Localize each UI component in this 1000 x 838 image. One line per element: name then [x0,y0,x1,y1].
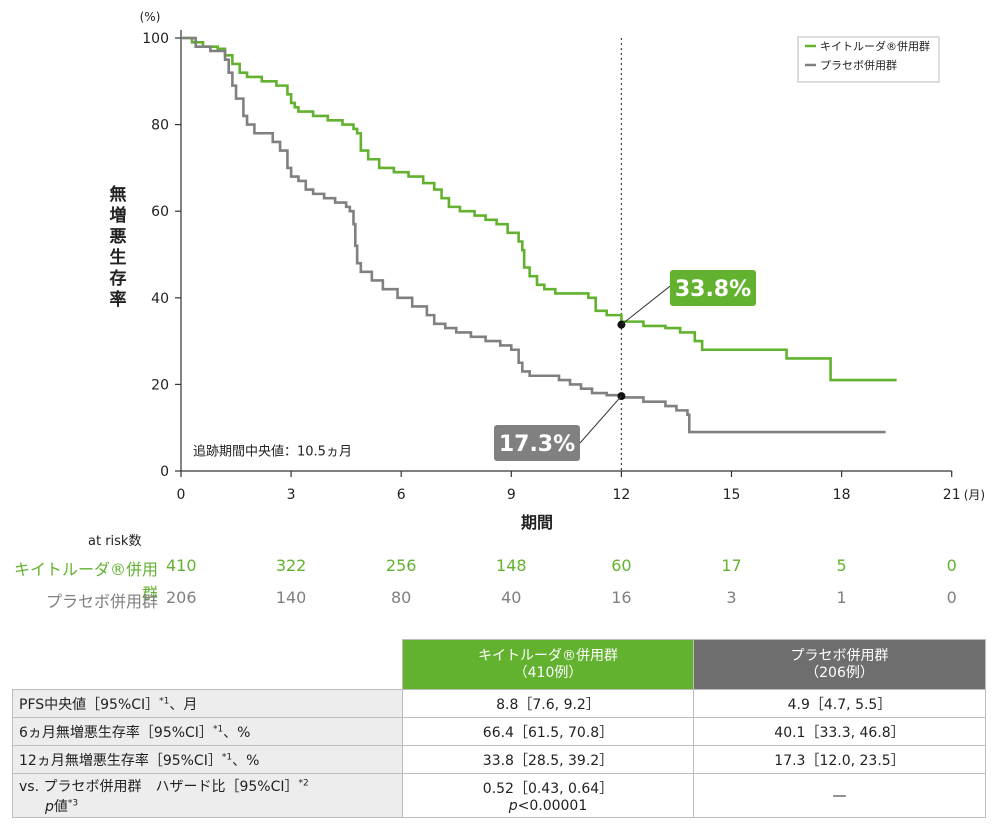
row-label-pfs-median: PFS中央値［95%CI］*1、月 [12,689,403,718]
series-layer [181,36,897,434]
at-risk-count: 256 [385,556,417,575]
at-risk-title: at risk数 [88,534,142,549]
x-axis-title: 期間 [521,513,553,532]
row-label-6m-pfs: 6ヵ月無増悪生存率［95%CI］*1、% [12,717,403,746]
at-risk-count: 80 [391,588,412,607]
x-tick-label: 21 [943,487,961,503]
legend-label-keytruda: キイトルーダ®併用群 [820,39,930,53]
callout-box-keytruda [670,270,756,306]
x-tick-label: 12 [612,487,630,503]
pfs-6m-placebo: 40.1［33.3, 46.8］ [693,717,986,746]
km-curve-keytruda [181,36,897,382]
pfs-12m-keytruda: 33.8［28.5, 39.2］ [402,745,694,774]
x-tick-label: 15 [723,487,741,503]
km-curve-placebo [181,36,886,434]
x-tick-label: 6 [397,487,406,503]
y-tick-label: 80 [151,118,169,134]
results-header-keytruda: キイトルーダ®併用群 （410例） [402,639,694,690]
at-risk-count: 60 [611,556,632,575]
x-unit-label: (月) [964,488,985,502]
x-tick-label: 9 [507,487,516,503]
results-header-empty [12,639,403,690]
km-chart: 0 20 40 60 80 100 (%) 0 3 6 9 12 15 18 21 (月) 期間 無増悪生存率追跡… [110,10,986,532]
chart-axes: 0 20 40 60 80 100 (%) 0 3 6 9 12 15 18 21 (月) 期間 無増悪生存率追跡… [110,10,986,532]
x-tick-label: 18 [833,487,851,503]
callout-leader-keytruda [621,285,671,326]
header-keytruda-n: （410例） [513,664,583,681]
at-risk-count: 0 [946,556,957,575]
at-risk-count: 148 [496,556,527,575]
x-tick-label: 3 [287,487,296,503]
row-label-hazard-ratio: vs. プラセボ併用群 ハザード比［95%CI］*2 p値*3 [12,773,403,818]
at-risk-row-placebo: プラセボ併用群 206 140 80 40 16 3 1 0 [0,588,1000,611]
table-row: vs. プラセボ併用群 ハザード比［95%CI］*2 p値*3 0.52［0.4… [12,773,986,818]
legend-box [797,36,940,83]
table-row: 12ヵ月無増悪生存率［95%CI］*1、% 33.8［28.5, 39.2］ 1… [12,745,986,774]
hazard-ratio-placebo: — [693,773,986,818]
at-risk-count: 140 [275,588,307,607]
pfs-12m-placebo: 17.3［12.0, 23.5］ [693,745,986,774]
y-unit-label: (%) [140,10,161,24]
chart-overlay: 33.8% キイトルーダ®併用群 17.3% プラセボ併用群 [494,36,940,461]
x-tick-label: 0 [177,487,186,503]
at-risk-count: 322 [275,556,307,575]
legend-label-placebo: プラセボ併用群 [820,58,897,72]
at-risk-label-keytruda: キイトルーダ®併用群 [13,560,158,603]
pfs-median-placebo: 4.9［4.7, 5.5］ [693,689,986,718]
results-header-row: キイトルーダ®併用群 （410例） プラセボ併用群 （206例） [12,639,986,690]
at-risk-count: 16 [611,588,632,607]
header-placebo-n: （206例） [805,664,874,681]
y-tick-label: 40 [151,291,169,307]
row-label-12m-pfs: 12ヵ月無増悪生存率［95%CI］*1、% [12,745,403,774]
at-risk-count: 410 [166,556,197,575]
results-header-placebo: プラセボ併用群 （206例） [693,639,986,690]
at-risk-count: 206 [166,588,197,607]
pfs-6m-keytruda: 66.4［61.5, 70.8］ [402,717,694,746]
y-tick-label: 100 [142,31,169,47]
hazard-ratio-keytruda: 0.52［0.43, 0.64］ p<0.00001 [402,773,694,818]
at-risk-count: 3 [726,588,737,607]
pfs-median-keytruda: 8.8［7.6, 9.2］ [402,689,694,718]
at-risk-count: 1 [836,588,847,607]
y-tick-label: 60 [151,204,169,220]
followup-annotation: 追跡期間中央値：10.5ヵ月 [193,443,352,459]
at-risk-count: 17 [721,556,742,575]
at-risk-count: 5 [836,556,847,575]
callout-label-keytruda: 33.8% [675,277,751,302]
table-row: PFS中央値［95%CI］*1、月 8.8［7.6, 9.2］ 4.9［4.7,… [12,689,986,718]
header-keytruda-name: キイトルーダ®併用群 [478,647,618,664]
callout-leader-placebo [579,395,622,444]
callout-label-placebo: 17.3% [499,432,575,457]
at-risk-row-keytruda: キイトルーダ®併用群 410 322 256 148 60 17 5 0 [0,556,1000,603]
header-placebo-name: プラセボ併用群 [790,647,889,664]
table-row: 6ヵ月無増悪生存率［95%CI］*1、% 66.4［61.5, 70.8］ 40… [12,717,986,746]
y-tick-label: 20 [151,377,169,393]
y-axis-title: 無増悪生存率 [110,184,127,310]
results-table: キイトルーダ®併用群 （410例） プラセボ併用群 （206例） PFS中央値［… [12,639,986,818]
callout-box-placebo [494,425,580,461]
y-tick-label: 0 [160,464,169,480]
at-risk-label-placebo: プラセボ併用群 [45,592,158,611]
at-risk-count: 0 [946,588,957,607]
at-risk-count: 40 [501,588,522,607]
